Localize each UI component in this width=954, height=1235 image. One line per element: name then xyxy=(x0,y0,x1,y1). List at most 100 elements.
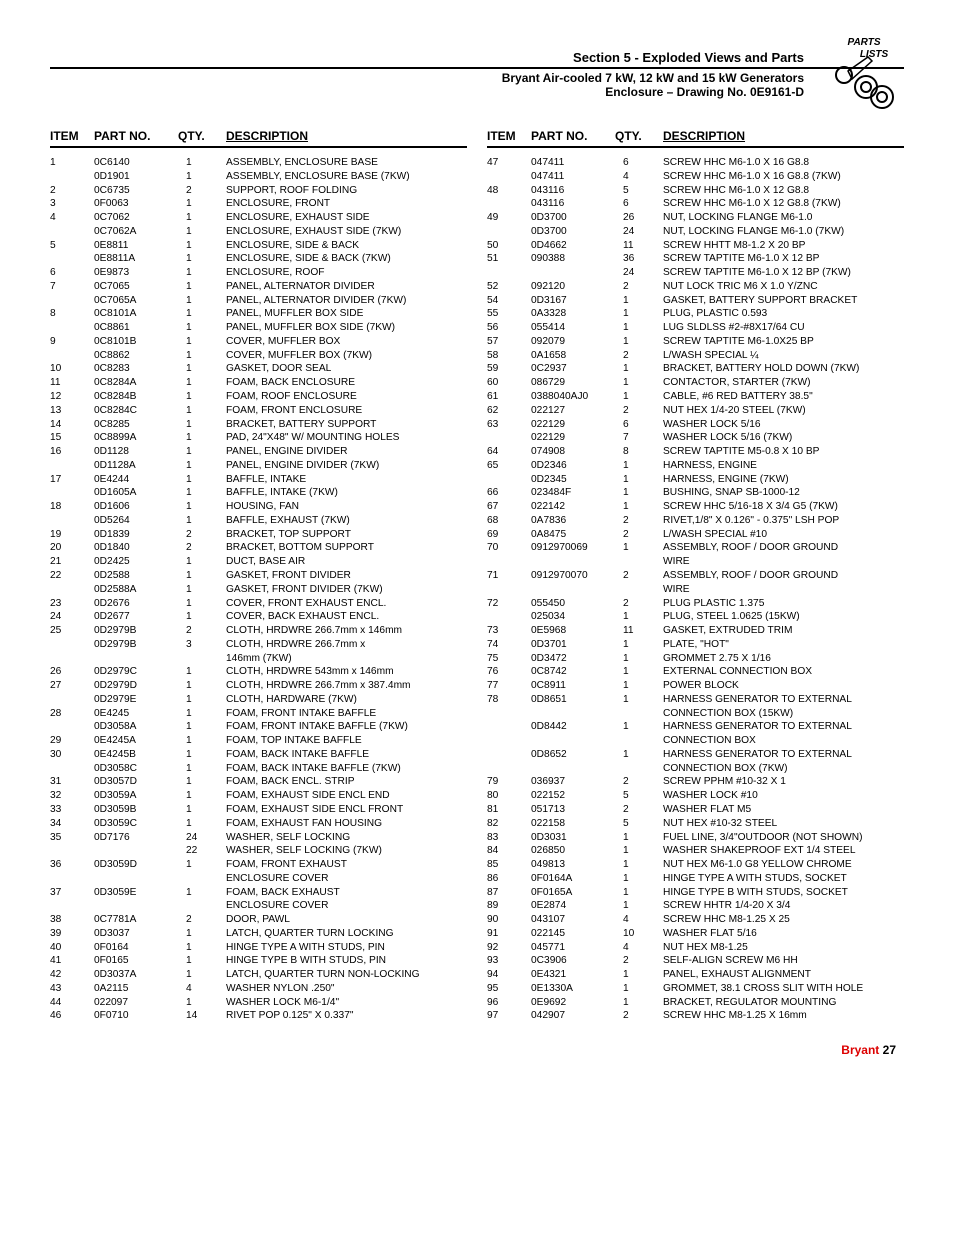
cell-qty: 1 xyxy=(178,225,226,239)
cell-part xyxy=(531,762,615,776)
cell-item: 21 xyxy=(50,555,94,569)
parts-row: 180D16061HOUSING, FAN xyxy=(50,500,467,514)
cell-desc: FOAM, EXHAUST FAN HOUSING xyxy=(226,817,467,831)
cell-part: 047411 xyxy=(531,156,615,170)
cell-part: 0D1128 xyxy=(94,445,178,459)
cell-part: 042907 xyxy=(531,1009,615,1023)
cell-item: 38 xyxy=(50,913,94,927)
parts-row: 780D86511HARNESS GENERATOR TO EXTERNAL xyxy=(487,693,904,707)
cell-qty: 2 xyxy=(178,184,226,198)
cell-part: 022097 xyxy=(94,996,178,1010)
cell-item: 12 xyxy=(50,390,94,404)
cell-qty: 1 xyxy=(178,610,226,624)
cell-qty: 1 xyxy=(615,390,663,404)
cell-desc: PLUG, PLASTIC 0.593 xyxy=(663,307,904,321)
cell-part: 0D3059C xyxy=(94,817,178,831)
cell-desc: FOAM, FRONT EXHAUST xyxy=(226,858,467,872)
cell-part: 0C8861 xyxy=(94,321,178,335)
cell-item: 85 xyxy=(487,858,531,872)
cell-item: 70 xyxy=(487,541,531,555)
cell-desc: GROMMET, 38.1 CROSS SLIT WITH HOLE xyxy=(663,982,904,996)
cell-qty: 1 xyxy=(178,349,226,363)
parts-row: 680A78362RIVET,1/8" X 0.126" - 0.375" LS… xyxy=(487,514,904,528)
cell-desc: PANEL, MUFFLER BOX SIDE xyxy=(226,307,467,321)
cell-item xyxy=(487,473,531,487)
parts-row: 150C8899A1PAD, 24"X48" W/ MOUNTING HOLES xyxy=(50,431,467,445)
cell-part: 0D3700 xyxy=(531,225,615,239)
cell-part: 022142 xyxy=(531,500,615,514)
cell-part: 0D3058A xyxy=(94,720,178,734)
cell-part: 0C7065 xyxy=(94,280,178,294)
cell-desc: WIRE xyxy=(663,555,904,569)
cell-part: 0A1658 xyxy=(531,349,615,363)
parts-row: 7009129700691ASSEMBLY, ROOF / DOOR GROUN… xyxy=(487,541,904,555)
parts-row: 240D26771COVER, BACK EXHAUST ENCL. xyxy=(50,610,467,624)
cell-desc: FOAM, FRONT INTAKE BAFFLE (7KW) xyxy=(226,720,467,734)
parts-row: 0C7062A1ENCLOSURE, EXHAUST SIDE (7KW) xyxy=(50,225,467,239)
cell-desc: PLUG, STEEL 1.0625 (15KW) xyxy=(663,610,904,624)
cell-qty: 7 xyxy=(615,431,663,445)
cell-qty: 1 xyxy=(615,500,663,514)
cell-item xyxy=(50,693,94,707)
cell-desc: WASHER, SELF LOCKING (7KW) xyxy=(226,844,467,858)
parts-row: ENCLOSURE COVER xyxy=(50,899,467,913)
cell-desc: PANEL, ENGINE DIVIDER (7KW) xyxy=(226,459,467,473)
parts-row: 670221421SCREW HHC 5/16-18 X 3/4 G5 (7KW… xyxy=(487,500,904,514)
cell-desc: COVER, BACK EXHAUST ENCL. xyxy=(226,610,467,624)
cell-part: 022152 xyxy=(531,789,615,803)
cell-qty: 1 xyxy=(178,459,226,473)
cell-desc: PANEL, ENGINE DIVIDER xyxy=(226,445,467,459)
cell-item: 6 xyxy=(50,266,94,280)
cell-desc: DUCT, BASE AIR xyxy=(226,555,467,569)
cell-desc: ENCLOSURE, ROOF xyxy=(226,266,467,280)
cell-qty: 1 xyxy=(178,473,226,487)
cell-part xyxy=(531,583,615,597)
parts-row: 70C70651PANEL, ALTERNATOR DIVIDER xyxy=(50,280,467,294)
header-desc: DESCRIPTION xyxy=(663,129,904,143)
cell-qty: 1 xyxy=(178,996,226,1010)
parts-row: 0D86521HARNESS GENERATOR TO EXTERNAL xyxy=(487,748,904,762)
cell-desc: PANEL, EXHAUST ALIGNMENT xyxy=(663,968,904,982)
cell-qty: 1 xyxy=(178,170,226,184)
cell-part: 0A3328 xyxy=(531,307,615,321)
cell-part: 043116 xyxy=(531,184,615,198)
parts-row: 800221525WASHER LOCK #10 xyxy=(487,789,904,803)
parts-row: 230D26761COVER, FRONT EXHAUST ENCL. xyxy=(50,597,467,611)
parts-row: 400F01641HINGE TYPE A WITH STUDS, PIN xyxy=(50,941,467,955)
cell-item: 68 xyxy=(487,514,531,528)
cell-item: 61 xyxy=(487,390,531,404)
cell-part: 0C8862 xyxy=(94,349,178,363)
cell-part: 0D2979C xyxy=(94,665,178,679)
cell-desc: ASSEMBLY, ROOF / DOOR GROUND xyxy=(663,569,904,583)
cell-part: 0C6735 xyxy=(94,184,178,198)
parts-row: 80C8101A1PANEL, MUFFLER BOX SIDE xyxy=(50,307,467,321)
cell-qty: 1 xyxy=(178,321,226,335)
cell-qty: 1 xyxy=(615,968,663,982)
cell-qty: 1 xyxy=(178,156,226,170)
cell-desc: FUEL LINE, 3/4"OUTDOOR (NOT SHOWN) xyxy=(663,831,904,845)
cell-item: 83 xyxy=(487,831,531,845)
cell-qty: 1 xyxy=(178,748,226,762)
cell-part: 022127 xyxy=(531,404,615,418)
cell-item: 47 xyxy=(487,156,531,170)
cell-qty: 1 xyxy=(178,789,226,803)
parts-row: 430A21154WASHER NYLON .250" xyxy=(50,982,467,996)
cell-qty: 1 xyxy=(178,500,226,514)
cell-qty: 3 xyxy=(178,638,226,652)
parts-row: 280E42451FOAM, FRONT INTAKE BAFFLE xyxy=(50,707,467,721)
cell-part: 0E8811A xyxy=(94,252,178,266)
cell-desc: CLOTH, HRDWRE 266.7mm x 146mm xyxy=(226,624,467,638)
cell-item: 92 xyxy=(487,941,531,955)
parts-row: 540D31671GASKET, BATTERY SUPPORT BRACKET xyxy=(487,294,904,308)
cell-qty: 1 xyxy=(615,748,663,762)
cell-qty: 1 xyxy=(615,459,663,473)
cell-part: 0C7062 xyxy=(94,211,178,225)
cell-qty: 1 xyxy=(178,418,226,432)
cell-qty: 1 xyxy=(615,982,663,996)
cell-part: 0912970070 xyxy=(531,569,615,583)
parts-row: 24SCREW TAPTITE M6-1.0 X 12 BP (7KW) xyxy=(487,266,904,280)
parts-row: 320D3059A1FOAM, EXHAUST SIDE ENCL END xyxy=(50,789,467,803)
cell-qty: 2 xyxy=(178,624,226,638)
parts-row: 0D2979E1CLOTH, HARDWARE (7KW) xyxy=(50,693,467,707)
cell-item: 1 xyxy=(50,156,94,170)
